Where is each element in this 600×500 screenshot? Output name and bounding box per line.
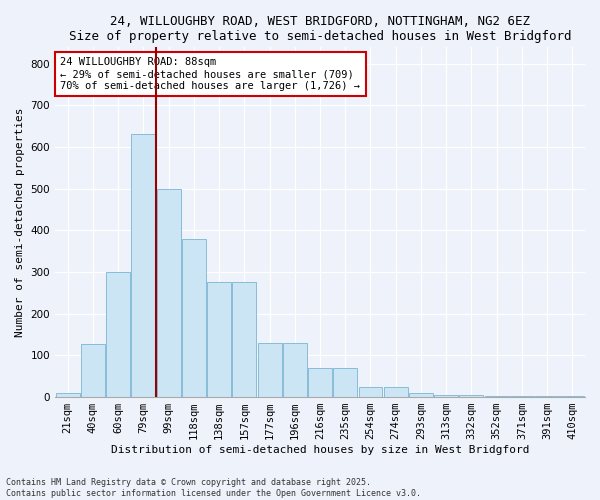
Bar	[384, 386, 408, 397]
Bar	[106, 272, 130, 397]
Y-axis label: Number of semi-detached properties: Number of semi-detached properties	[15, 108, 25, 337]
Bar	[131, 134, 155, 397]
Bar	[257, 343, 281, 397]
Bar	[434, 395, 458, 397]
Bar	[232, 282, 256, 397]
Bar	[560, 396, 584, 397]
Bar	[308, 368, 332, 397]
Bar	[333, 368, 357, 397]
Bar	[535, 396, 559, 397]
Text: 24 WILLOUGHBY ROAD: 88sqm
← 29% of semi-detached houses are smaller (709)
70% of: 24 WILLOUGHBY ROAD: 88sqm ← 29% of semi-…	[61, 58, 361, 90]
Bar	[460, 395, 484, 397]
Bar	[157, 188, 181, 397]
Bar	[182, 238, 206, 397]
Bar	[359, 386, 382, 397]
Text: Contains HM Land Registry data © Crown copyright and database right 2025.
Contai: Contains HM Land Registry data © Crown c…	[6, 478, 421, 498]
Bar	[81, 344, 105, 397]
Bar	[283, 343, 307, 397]
Bar	[409, 393, 433, 397]
Bar	[56, 393, 80, 397]
Title: 24, WILLOUGHBY ROAD, WEST BRIDGFORD, NOTTINGHAM, NG2 6EZ
Size of property relati: 24, WILLOUGHBY ROAD, WEST BRIDGFORD, NOT…	[69, 15, 571, 43]
Bar	[485, 396, 509, 397]
Bar	[207, 282, 231, 397]
X-axis label: Distribution of semi-detached houses by size in West Bridgford: Distribution of semi-detached houses by …	[111, 445, 529, 455]
Bar	[510, 396, 534, 397]
